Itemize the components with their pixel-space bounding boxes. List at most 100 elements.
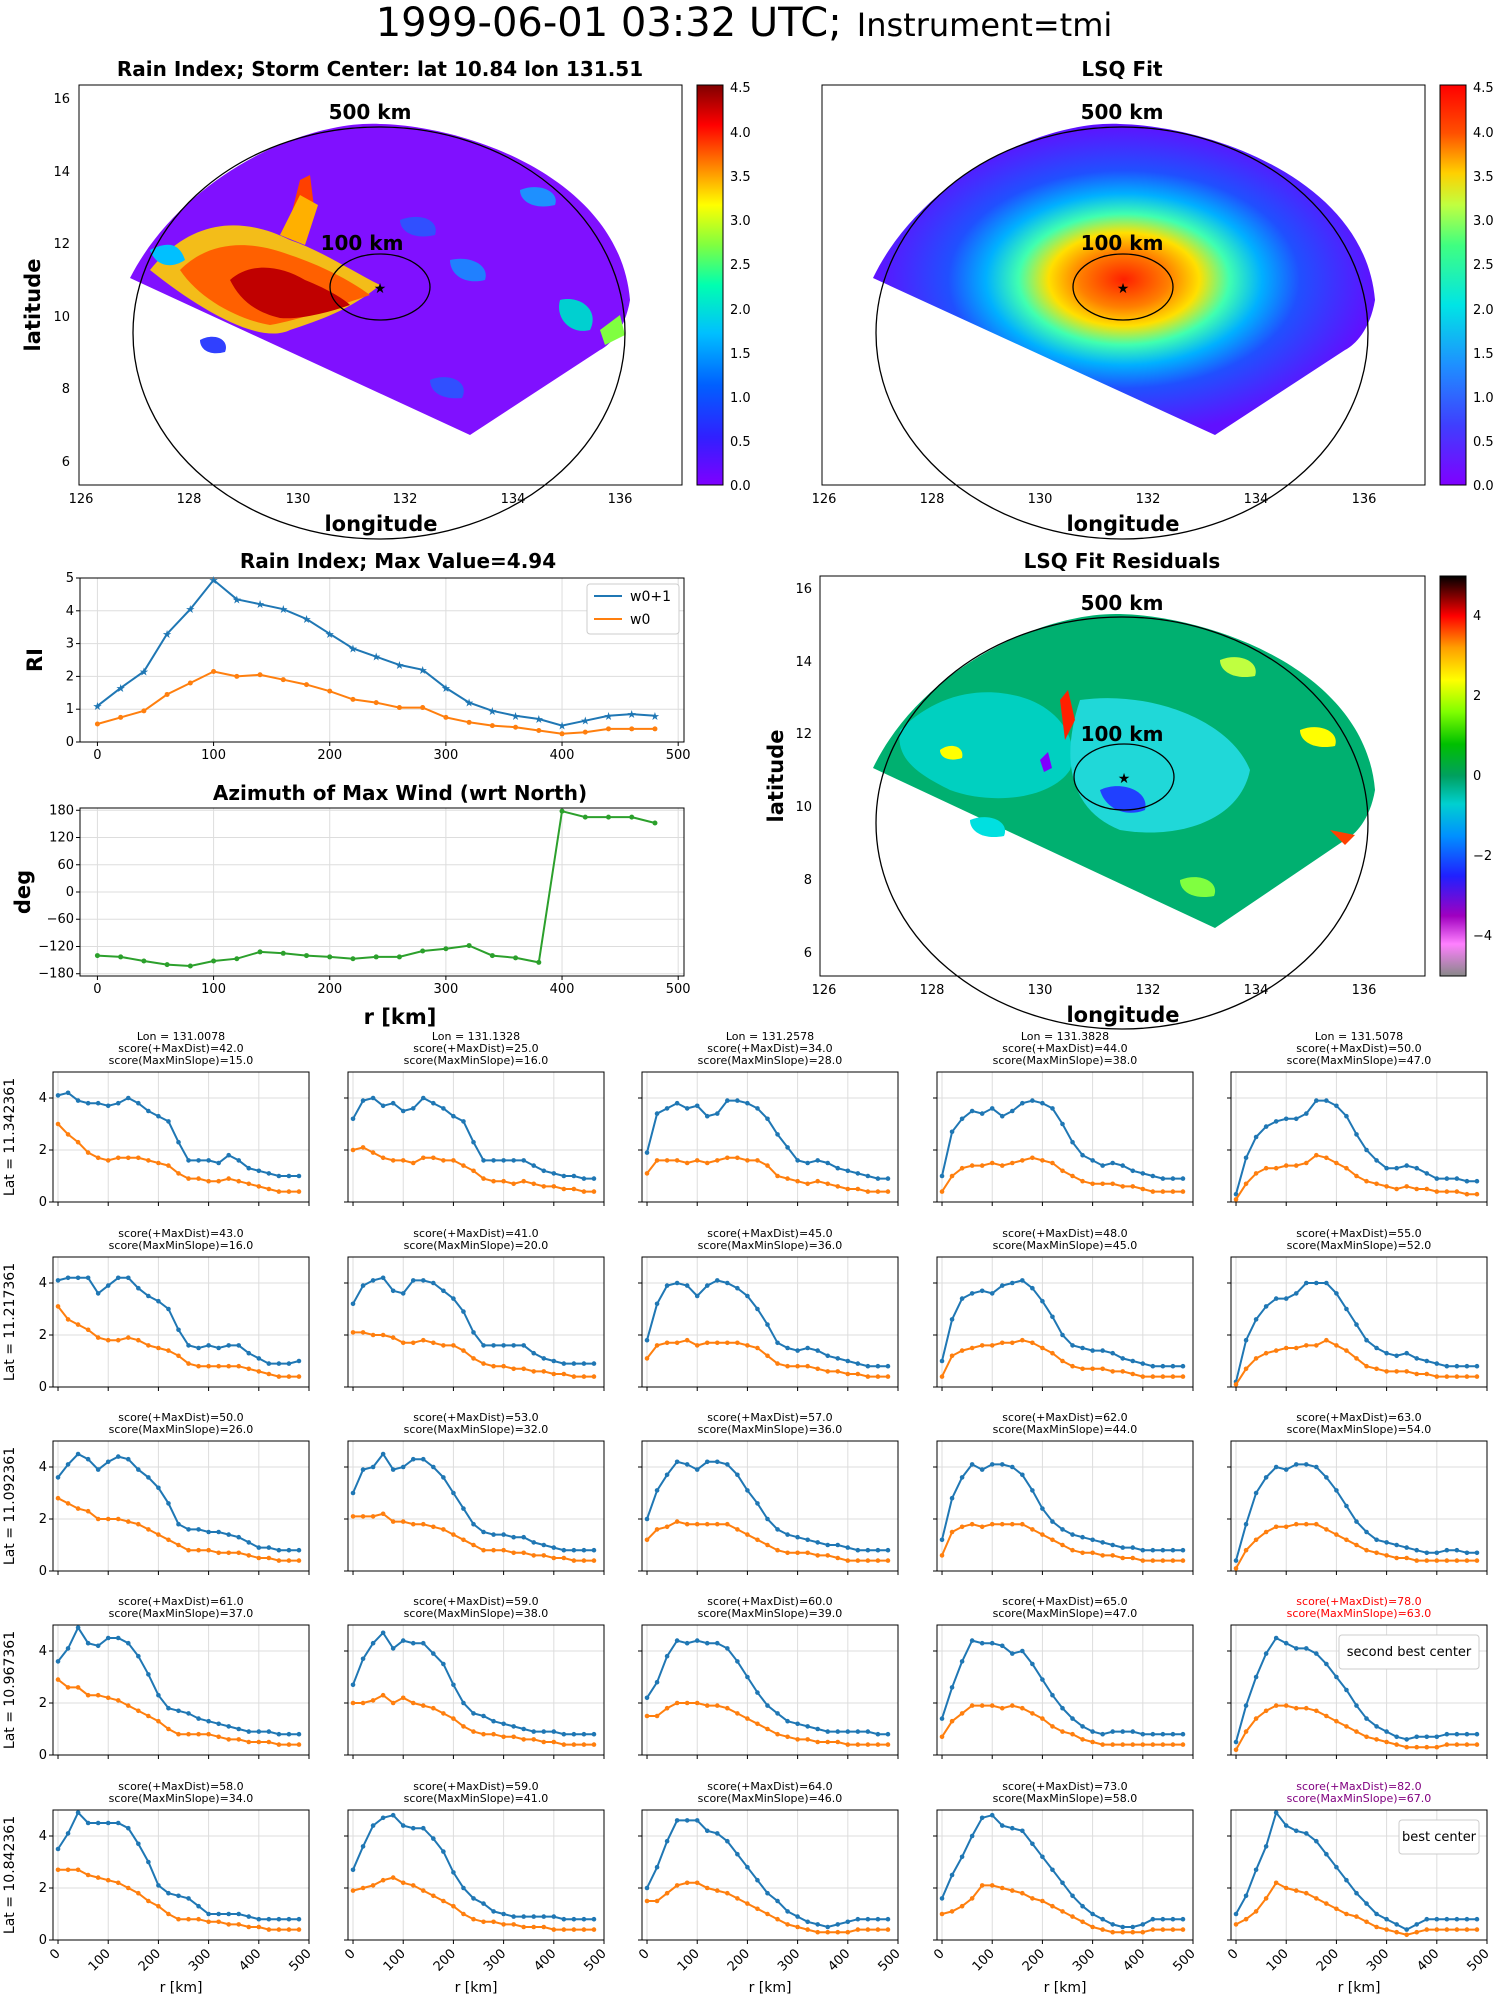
panel-w0p1-series-point <box>95 1467 101 1472</box>
panel-w0-series-point <box>441 1711 446 1716</box>
w0p1-series-point: ★ <box>557 720 567 733</box>
panel-w0p1-series-point <box>420 1278 426 1283</box>
panel-w0-series-point <box>845 1371 851 1377</box>
panel-w0-series-point <box>725 1521 730 1527</box>
panel-w0-series-point <box>735 1155 740 1161</box>
panel-w0p1-series-point <box>714 1640 720 1646</box>
panel-w0-series-point <box>654 1527 660 1532</box>
panel-score-maxminslope: score(MaxMinSlope)=67.0 <box>1287 1792 1432 1805</box>
panel-w0-series-point <box>105 1158 111 1163</box>
panel-w0p1-series-point <box>296 1731 302 1737</box>
panel-w0p1-series-point <box>1374 1537 1379 1543</box>
azimuth-series-point <box>629 814 635 820</box>
panel-w0p1-series-point <box>1384 1350 1389 1356</box>
x-tick-label: 200 <box>431 1946 459 1974</box>
panel-score-maxdist: score(+MaxDist)=58.0 <box>118 1780 243 1793</box>
panel-w0p1-series-point <box>664 1472 670 1478</box>
panel-w0p1-series-point <box>735 1098 740 1103</box>
panel-w0-series-point <box>1080 1550 1085 1556</box>
panel-w0p1-series-point <box>226 1152 231 1158</box>
map2-xtick: 126 <box>812 492 837 507</box>
panel-w0-series-point <box>360 1885 366 1891</box>
panel-w0p1-series-point <box>969 1833 975 1839</box>
panel-w0p1-series-point <box>266 1545 272 1550</box>
panel-w0-series-point <box>246 1181 252 1187</box>
plot-area <box>348 1257 604 1387</box>
panel-score-maxminslope: score(MaxMinSlope)=44.0 <box>993 1423 1138 1436</box>
w0p1-series-point: ★ <box>534 713 544 726</box>
panel-w0p1-series-point <box>1273 1810 1279 1815</box>
panel-w0p1-series-point <box>471 1330 476 1335</box>
panel-w0p1-series-point <box>390 1467 396 1472</box>
panel-w0p1-series-point <box>521 1158 526 1163</box>
panel-row-lat-label: Lat = 10.967361 <box>2 1631 18 1749</box>
panel-w0-series-point <box>949 1909 955 1914</box>
panel-w0p1-series-point <box>1009 1464 1015 1470</box>
panel-w0-series-point <box>1170 1374 1176 1379</box>
panel-w0-series-point <box>186 1361 191 1366</box>
panel-w0-series-point <box>410 1521 416 1527</box>
panel-w0p1-series-point <box>885 1731 891 1737</box>
w0-series-point <box>536 728 542 734</box>
panel-w0-series-point <box>1090 1739 1095 1745</box>
plot-area <box>348 1072 604 1202</box>
panel-w0-series-point <box>775 1731 780 1737</box>
panel-w0-series-point <box>684 1700 690 1706</box>
panel-score-maxdist: score(+MaxDist)=57.0 <box>707 1411 832 1424</box>
panel-w0p1-series-point <box>1243 1155 1249 1161</box>
panel-w0-series-point <box>55 1495 61 1501</box>
ring-100km <box>1073 743 1175 811</box>
y-tick-label: 5 <box>66 571 74 586</box>
panel-xlabel: r [km] <box>749 1980 792 1996</box>
panel-w0p1-series-point <box>206 1529 211 1535</box>
panel-w0p1-series-point <box>551 1358 557 1364</box>
panel-w0p1-series-point <box>286 1173 292 1179</box>
panel-w0p1-series-point <box>125 1825 131 1831</box>
panel-w0-series-point <box>1414 1186 1420 1192</box>
panel-w0p1-series-point <box>1160 1731 1166 1737</box>
panel-w0-series-point <box>246 1924 252 1930</box>
panel-score-maxdist: score(+MaxDist)=42.0 <box>118 1042 243 1055</box>
panel-w0-series-point <box>571 1374 577 1379</box>
y-tick-label: 1 <box>66 702 74 717</box>
panel-w0p1-series-point <box>441 1288 446 1294</box>
panel-w0p1-series-point <box>1050 1314 1055 1320</box>
panel-w0p1-series-point <box>1283 1467 1289 1472</box>
panel-w0-series-point <box>226 1737 231 1742</box>
w0-series-point <box>466 719 472 725</box>
panel-w0-series-point <box>146 1343 151 1348</box>
panel-w0-series-point <box>461 1911 466 1917</box>
plot-area <box>642 1072 898 1202</box>
panel-w0-series-point <box>551 1184 557 1189</box>
panel-w0p1-series-point <box>654 1864 660 1870</box>
cbar2-tick: 0.0 <box>1473 479 1494 494</box>
panel-w0-series-point <box>795 1924 800 1930</box>
panel-w0-series-point <box>1404 1744 1409 1750</box>
panel-w0-series-point <box>441 1158 446 1163</box>
panel-w0p1-series-point <box>835 1356 841 1361</box>
panel-w0p1-series-point <box>551 1545 557 1550</box>
cbar2-tick: 4.0 <box>1473 126 1494 141</box>
panel-w0p1-series-point <box>654 1111 660 1116</box>
panel-score-maxminslope: score(MaxMinSlope)=52.0 <box>1287 1239 1432 1252</box>
panel-w0p1-series-point <box>1334 1291 1339 1296</box>
panel-w0p1-series-point <box>969 1108 975 1114</box>
panel-w0p1-series-point <box>875 1916 881 1922</box>
panel-w0-series-point <box>1060 1358 1065 1364</box>
panel-w0-series-point <box>531 1369 537 1374</box>
panel-w0p1-series-point <box>815 1726 820 1732</box>
panel-w0-series-point <box>1384 1553 1389 1558</box>
panel-w0-series-point <box>1324 1527 1329 1532</box>
panel-w0p1-series-point <box>1120 1545 1126 1550</box>
panel-w0p1-series-point <box>1434 1361 1440 1366</box>
panel-w0-series-point <box>1334 1718 1339 1724</box>
panel-w0-series-point <box>115 1155 121 1161</box>
panel-w0-series-point <box>1293 1888 1299 1893</box>
x-tick-label: 100 <box>675 1946 703 1974</box>
panel-w0-series-point <box>400 1340 406 1346</box>
panel-w0p1-series-point <box>694 1103 700 1109</box>
panel-w0p1-series-point <box>1474 1731 1480 1737</box>
panel-w0p1-series-point <box>360 1844 366 1849</box>
panel-w0-series-point <box>644 1898 650 1904</box>
